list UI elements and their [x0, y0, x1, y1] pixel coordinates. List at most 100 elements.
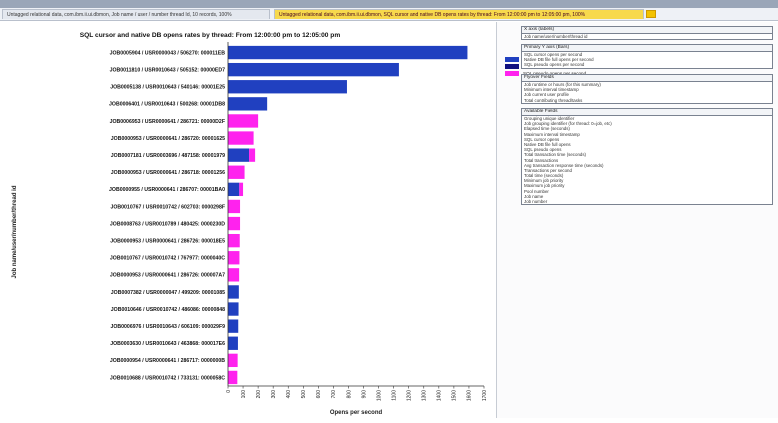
- field-item[interactable]: Total contributing thread/tasks: [524, 97, 583, 103]
- bar-18[interactable]: [228, 353, 238, 368]
- field-item[interactable]: Job name: [524, 193, 544, 199]
- field-item[interactable]: Job name/user/number/thread id: [524, 34, 588, 39]
- legend-label: SQL pseudo opens per second: [523, 70, 587, 76]
- field-item[interactable]: Minimum job priority: [524, 178, 564, 184]
- tab-menu-icon[interactable]: [646, 10, 656, 18]
- field-item[interactable]: Minimum interval timestamp: [524, 87, 579, 93]
- field-item[interactable]: Job number: [524, 199, 548, 204]
- bar-6[interactable]: [228, 148, 250, 162]
- category-label: JOB0010767 / USR0010742 / 602703: 000029…: [111, 204, 226, 210]
- x-tick-label: 1000: [376, 390, 382, 401]
- field-item[interactable]: Grouping unique identifier: [524, 116, 575, 121]
- bar-12[interactable]: [228, 251, 240, 265]
- bar-2[interactable]: [228, 80, 347, 94]
- field-item[interactable]: SQL cursor opens: [524, 136, 560, 142]
- field-item[interactable]: Maximum interval timestamp: [524, 131, 580, 137]
- x-tick-label: 900: [361, 390, 367, 399]
- x-axis-label: Opens per second: [330, 410, 383, 416]
- bar-16[interactable]: [228, 319, 239, 333]
- field-item[interactable]: Job grouping identifier (for thread: 0=j…: [524, 121, 612, 127]
- bar-5[interactable]: [228, 131, 254, 145]
- bar-19[interactable]: [228, 370, 238, 385]
- field-item[interactable]: Maximum job priority: [524, 183, 565, 189]
- category-label: JOB0000953 / USR0000641 / 286718: 000012…: [111, 170, 225, 176]
- tab-opens-chart[interactable]: Untagged relational data, com.ibm.ii.ui.…: [274, 9, 644, 19]
- chart-area: SQL cursor and native DB opens rates by …: [0, 22, 492, 418]
- field-section[interactable]: Flyover Fields Job runtime or hours (for …: [521, 74, 773, 104]
- legend-swatch: [505, 63, 519, 69]
- bar-chart: SQL cursor and native DB opens rates by …: [12, 32, 488, 416]
- category-label: JOB0000953 / USR0000641 / 286726: 000007…: [110, 273, 225, 279]
- bar-3[interactable]: [228, 97, 268, 111]
- field-item[interactable]: SQL pseudo opens: [524, 147, 562, 153]
- field-section[interactable]: Primary Y axis (Bars) SQL cursor opens pe…: [521, 44, 773, 69]
- category-label: JOB0010688 / USR0010742 / 733131: 000005…: [110, 375, 225, 381]
- field-item[interactable]: Transactions per second: [524, 167, 572, 173]
- x-tick-label: 0: [226, 390, 232, 393]
- category-label: JOB0003630 / USR0010643 / 463868: 000017…: [110, 341, 225, 347]
- bar-13[interactable]: [228, 268, 240, 282]
- category-label: JOB0000954 / USR0000641 / 286717: 000000…: [110, 358, 225, 364]
- field-item[interactable]: Native DB file full opens: [524, 141, 571, 147]
- bar-15[interactable]: [228, 302, 239, 316]
- category-label: JOB0011810 / USR0010643 / 505152: 00000E…: [110, 67, 225, 73]
- bar-segment-6[interactable]: [249, 148, 256, 162]
- y-axis-label: Job name/user/number/thread id: [12, 185, 18, 278]
- category-label: JOB0006953 / USR0000641 / 286721: 00000D…: [110, 119, 225, 125]
- category-label: JOB0000953 / USR0000641 / 286726: 000018…: [110, 238, 225, 244]
- bar-7[interactable]: [228, 165, 245, 179]
- bar-14[interactable]: [228, 285, 239, 299]
- x-tick-label: 600: [316, 390, 322, 399]
- x-tick-label: 700: [331, 390, 337, 399]
- field-item[interactable]: Pool number: [524, 188, 549, 194]
- x-tick-label: 1600: [467, 390, 473, 401]
- field-item[interactable]: Total transaction time (seconds): [524, 152, 586, 158]
- tab-strip: Untagged relational data, com.ibm.ii.ui.…: [0, 8, 778, 21]
- category-label: JOB0007181 / USR0003696 / 487158: 000019…: [111, 153, 225, 159]
- field-section-header: Flyover Fields: [522, 75, 772, 82]
- field-item[interactable]: Total transactions: [524, 157, 559, 163]
- x-tick-label: 800: [346, 390, 352, 399]
- category-label: JOB0008763 / USR0010789 / 480425: 000023…: [110, 221, 225, 227]
- bar-1[interactable]: [228, 62, 399, 77]
- bar-8[interactable]: [228, 182, 240, 197]
- bar-10[interactable]: [228, 216, 241, 231]
- field-section-header: Available Fields: [522, 109, 772, 116]
- x-tick-label: 100: [241, 390, 247, 399]
- field-section[interactable]: Available Fields Grouping unique identifi…: [521, 108, 773, 206]
- field-item[interactable]: SQL pseudo opens per second: [524, 62, 585, 68]
- field-section[interactable]: X axis (labels) Job name/user/number/thre…: [521, 26, 773, 41]
- category-label: JOB0010646 / USR0010742 / 486086: 000008…: [111, 307, 225, 313]
- field-item[interactable]: Job current user profile: [524, 92, 569, 98]
- x-tick-label: 1500: [452, 390, 458, 401]
- field-item[interactable]: Job runtime or hours (for this summary): [524, 82, 601, 87]
- x-tick-label: 1200: [407, 390, 413, 401]
- legend-item: SQL pseudo opens per second: [505, 70, 586, 76]
- category-label: JOB0005138 / USR0010643 / 540146: 00001E…: [110, 85, 225, 91]
- field-item[interactable]: Native DB file full opens per second: [524, 57, 594, 63]
- chart-title: SQL cursor and native DB opens rates by …: [80, 32, 341, 39]
- legend-swatch: [505, 70, 519, 76]
- category-label: JOB0006401 / USR0010643 / 500268: 00001D…: [109, 102, 225, 108]
- legend-swatch: [505, 56, 519, 62]
- bar-17[interactable]: [228, 336, 238, 350]
- field-item[interactable]: Avg transaction response time (seconds): [524, 162, 604, 168]
- bar-segment-8[interactable]: [239, 182, 244, 197]
- field-item[interactable]: Total time (seconds): [524, 173, 564, 179]
- field-item[interactable]: Elapsed time (seconds): [524, 126, 570, 132]
- category-label: JOB0000953 / USR0000641 / 286720: 000016…: [111, 136, 225, 142]
- bar-4[interactable]: [228, 114, 259, 128]
- category-label: JOB0006976 / USR0010643 / 606109: 000029…: [111, 324, 226, 330]
- tab-job-list[interactable]: Untagged relational data, com.ibm.ii.ui.…: [2, 9, 270, 19]
- x-tick-label: 300: [271, 390, 277, 399]
- bar-11[interactable]: [228, 233, 240, 248]
- category-label: JOB0000955 / USR0000641 / 286707: 00001B…: [109, 187, 225, 193]
- bar-0[interactable]: [228, 45, 468, 60]
- bar-9[interactable]: [228, 199, 241, 214]
- x-tick-label: 400: [286, 390, 292, 399]
- field-item[interactable]: SQL cursor opens per second: [524, 52, 583, 57]
- x-tick-label: 1700: [482, 390, 488, 401]
- x-tick-label: 1400: [437, 390, 443, 401]
- field-section-header: Primary Y axis (Bars): [522, 45, 772, 52]
